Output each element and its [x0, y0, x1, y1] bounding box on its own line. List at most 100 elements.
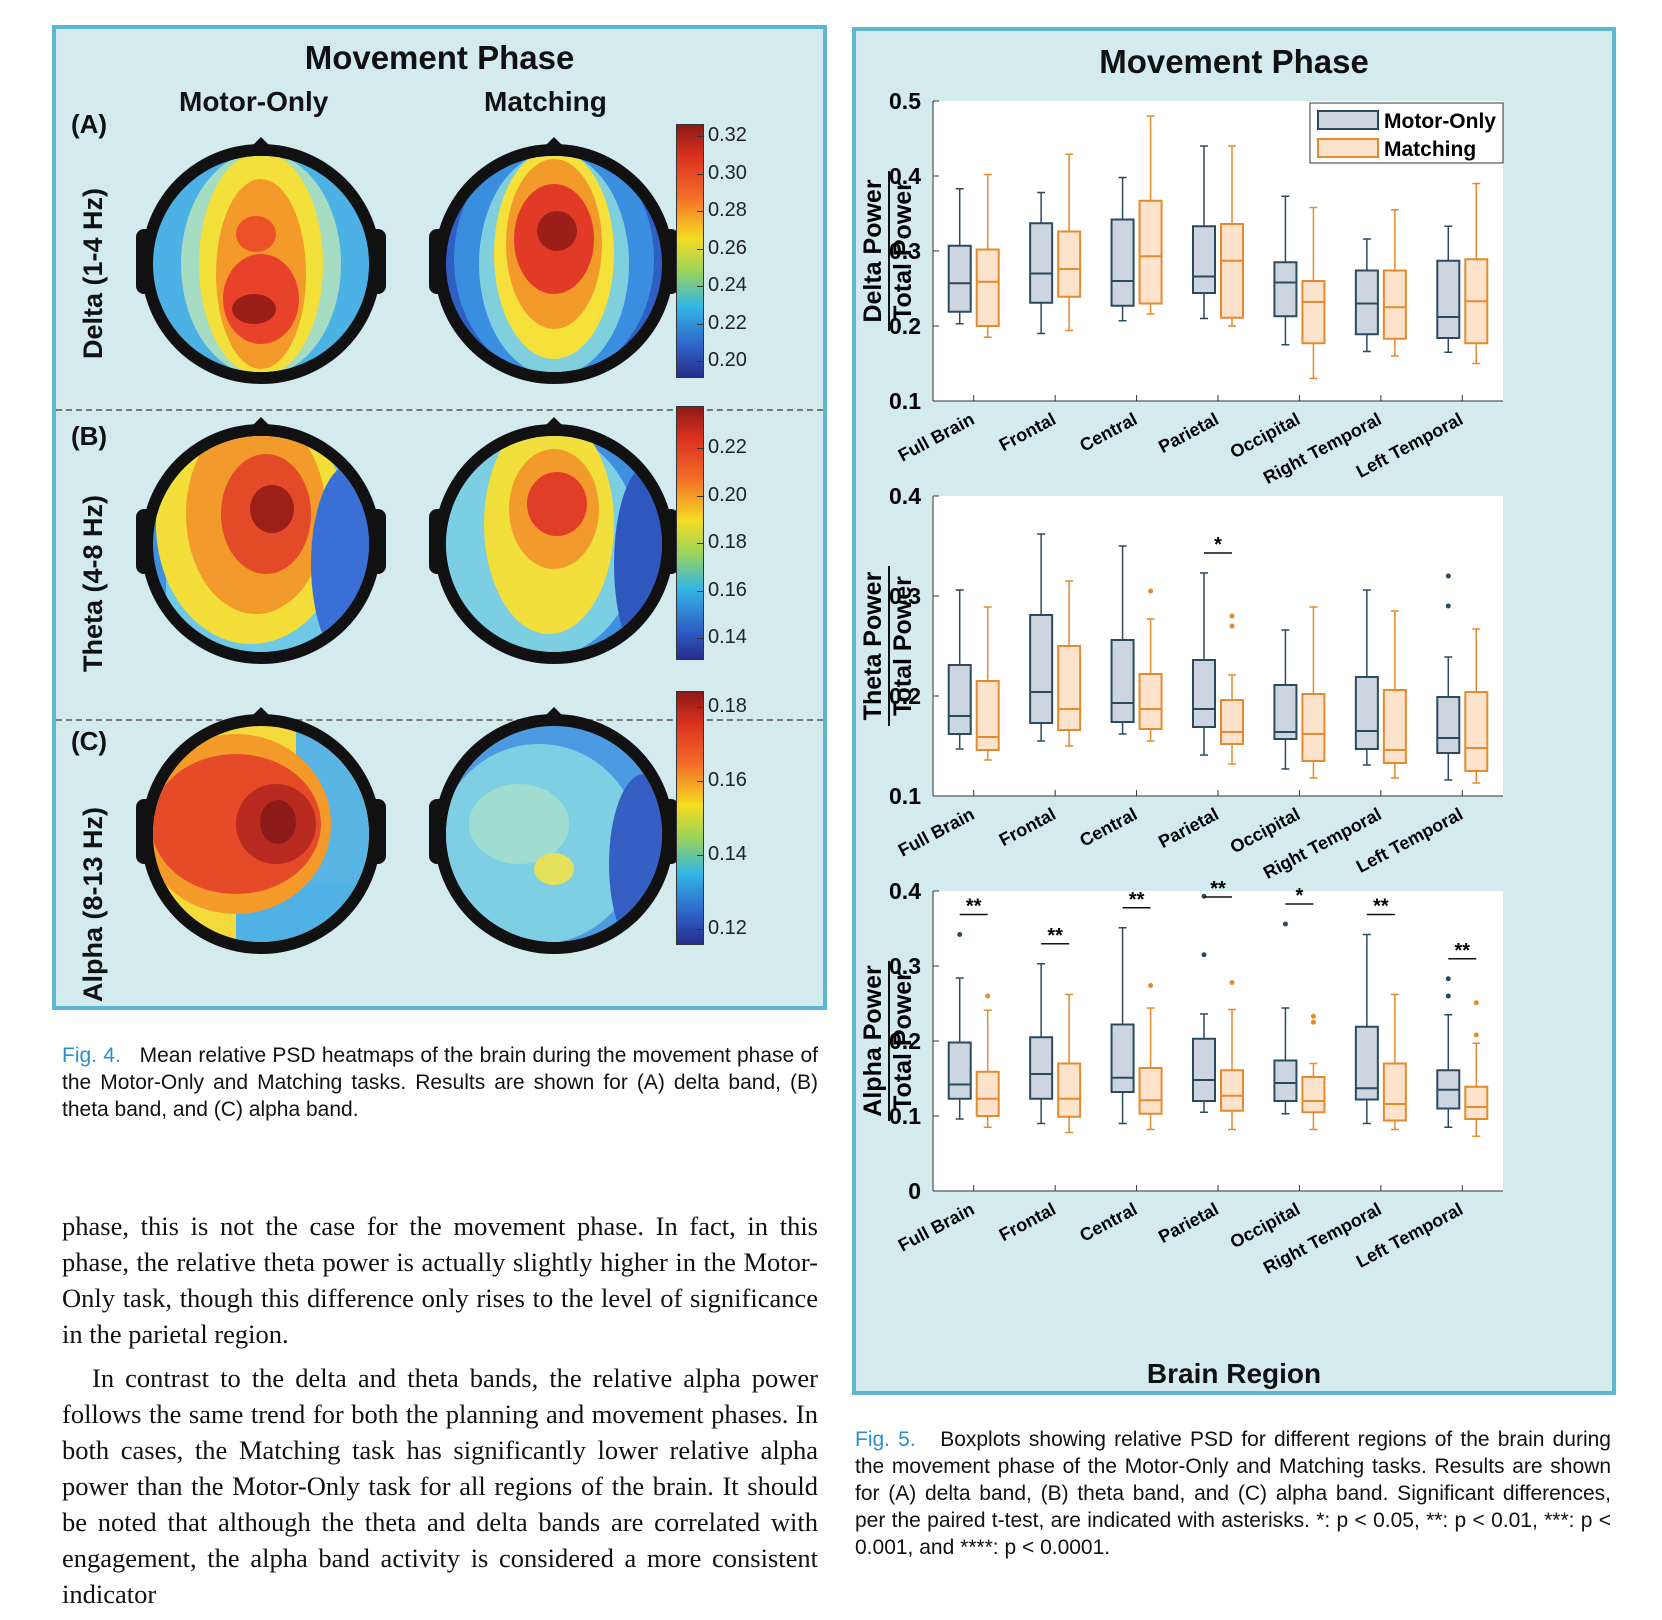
- colorbar-tick-mark: [697, 323, 703, 325]
- colorbar-tick-label: 0.30: [708, 161, 747, 184]
- box-iqr: [1192, 1037, 1216, 1102]
- delta-matching-topomap: [429, 137, 679, 384]
- y-tick-label: 0.2: [889, 313, 921, 339]
- theta-colorbar: [676, 406, 704, 660]
- box-iqr: [1301, 693, 1326, 762]
- delta-motor-only-topomap: [136, 137, 386, 384]
- box-outlier: [957, 932, 963, 937]
- box-iqr: [1110, 218, 1135, 307]
- y-tick-label: 0.3: [889, 238, 921, 264]
- box-iqr: [1464, 1085, 1489, 1120]
- colorbar-tick-mark: [697, 781, 703, 782]
- x-tick-label: Central: [1076, 804, 1140, 851]
- y-tick-label: 0: [908, 1178, 921, 1204]
- box-outlier: [1445, 993, 1451, 999]
- legend-label: Matching: [1384, 138, 1476, 161]
- colorbar-tick-mark: [697, 543, 703, 544]
- colorbar-tick-label: 0.22: [708, 311, 747, 334]
- y-axis-label-denominator: Total Power: [889, 576, 917, 716]
- body-text: phase, this is not the case for the move…: [62, 1208, 818, 1620]
- box-outlier: [1148, 983, 1154, 988]
- box-iqr: [947, 244, 972, 313]
- y-axis-label-numerator: Delta Power: [859, 179, 887, 322]
- band-label-delta: Delta (1-4 Hz): [78, 187, 108, 359]
- colorbar-tick-label: 0.16: [708, 769, 747, 791]
- significance-asterisks: **: [1454, 940, 1470, 962]
- colorbar-tick-label: 0.22: [708, 436, 747, 458]
- box-outlier: [1310, 1019, 1316, 1025]
- colorbar-tick-mark: [697, 448, 703, 449]
- y-axis-label-numerator: Theta Power: [859, 571, 887, 720]
- legend-swatch: [1317, 138, 1379, 158]
- fig4-label: Fig. 4.: [62, 1044, 121, 1067]
- alpha-colorbar: [676, 691, 704, 945]
- colorbar-tick-mark: [697, 590, 703, 592]
- colorbar-tick-mark: [697, 638, 703, 639]
- y-tick-label: 0.2: [889, 1028, 921, 1054]
- colorbar-tick-label: 0.32: [708, 124, 747, 146]
- box-iqr: [975, 680, 1000, 751]
- fig4-caption-text: Mean relative PSD heatmaps of the brain …: [62, 1044, 818, 1121]
- theta-matching-topomap: [429, 417, 679, 664]
- box-iqr: [1382, 1062, 1407, 1122]
- box-iqr: [1220, 1069, 1244, 1112]
- colorbar-tick-mark: [697, 173, 703, 175]
- box-outlier: [985, 993, 991, 999]
- alpha-motor-only-topomap: [136, 707, 386, 954]
- x-tick-label: Parietal: [1155, 804, 1222, 852]
- y-tick-label: 0.4: [889, 878, 921, 904]
- x-tick-label: Central: [1076, 1199, 1140, 1246]
- y-axis-label-numerator: Alpha Power: [859, 965, 887, 1117]
- box-iqr: [1110, 639, 1135, 723]
- colorbar-tick-mark: [697, 136, 703, 137]
- y-tick-label: 0.4: [889, 483, 921, 509]
- boxplot-figure-title: Movement Phase: [1099, 43, 1369, 80]
- colorbar-tick-mark: [697, 211, 703, 212]
- body-paragraph: phase, this is not the case for the move…: [62, 1211, 818, 1349]
- plot-area: [933, 496, 1503, 796]
- y-tick-label: 0.2: [889, 683, 921, 709]
- box-iqr: [1273, 684, 1298, 740]
- y-axis-label-denominator: Total Power: [889, 181, 917, 321]
- theta-motor-only-topomap: [136, 417, 386, 664]
- box-outlier: [1201, 952, 1207, 958]
- y-tick-label: 0.1: [889, 388, 921, 414]
- box-iqr: [1110, 1023, 1135, 1093]
- boxplot-figure-panel: Movement Phase 0.1 0.2 0.3 0.4 0.5 Delta Powe…: [852, 27, 1616, 1395]
- colorbar-tick-label: 0.26: [708, 236, 747, 259]
- row-label-b: (B): [71, 421, 108, 451]
- row-divider: [56, 409, 823, 411]
- box-outlier: [1473, 1000, 1479, 1006]
- box-iqr: [1273, 261, 1298, 318]
- colorbar-tick-label: 0.14: [708, 843, 747, 865]
- colorbar-tick-label: 0.24: [708, 274, 747, 296]
- colorbar-tick-label: 0.16: [708, 578, 747, 601]
- box-iqr: [1354, 269, 1379, 336]
- colorbar-tick-mark: [697, 361, 703, 362]
- y-tick-label: 0.1: [889, 783, 921, 809]
- colorbar-tick-label: 0.12: [708, 917, 747, 939]
- box-iqr: [947, 664, 972, 735]
- box-iqr: [1192, 659, 1216, 728]
- colorbar-tick-mark: [697, 855, 703, 856]
- box-iqr: [1301, 1076, 1326, 1114]
- box-iqr: [1436, 259, 1461, 339]
- significance-asterisks: **: [1210, 878, 1226, 900]
- colorbar-tick-label: 0.18: [708, 695, 747, 717]
- legend-label: Motor-Only: [1384, 110, 1496, 133]
- box-iqr: [1273, 1059, 1298, 1102]
- colorbar-tick-mark: [697, 707, 703, 708]
- box-iqr: [1029, 222, 1054, 304]
- alpha-matching-topomap: [429, 707, 679, 954]
- fig5-caption-text: Boxplots showing relative PSD for differ…: [855, 1428, 1611, 1559]
- y-tick-label: 0.4: [889, 163, 921, 189]
- fig5-caption: Fig. 5. Boxplots showing relative PSD fo…: [855, 1426, 1611, 1561]
- box-outlier: [1473, 1032, 1479, 1038]
- colorbar-tick-mark: [697, 495, 703, 497]
- box-iqr: [975, 248, 1000, 327]
- significance-asterisks: **: [1373, 896, 1389, 918]
- significance-asterisks: *: [1296, 885, 1304, 907]
- colorbar-tick-label: 0.20: [708, 483, 747, 506]
- box-iqr: [1382, 689, 1407, 764]
